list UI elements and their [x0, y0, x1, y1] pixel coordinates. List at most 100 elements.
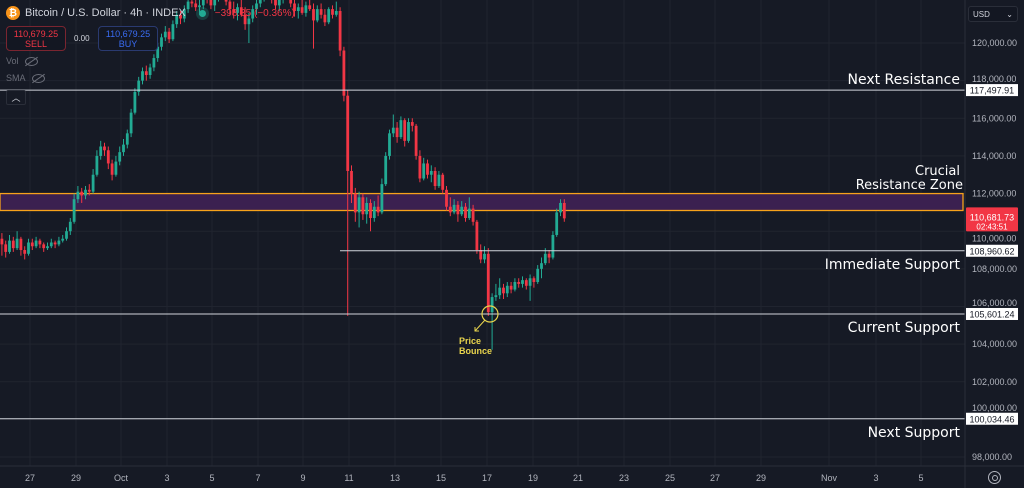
candle-body [122, 144, 125, 153]
candle-body [186, 1, 190, 10]
time-tick-label: 27 [25, 473, 35, 483]
candles [0, 0, 566, 350]
candle-body [346, 95, 350, 171]
sell-button[interactable]: 110,679.25 SELL [6, 26, 66, 51]
candle-body [384, 155, 388, 185]
indicator-vol[interactable]: Vol [6, 56, 38, 66]
candle-body [532, 278, 536, 283]
candle-body [464, 206, 467, 219]
price-tick-label: 118,000.00 [972, 74, 1016, 84]
price-tick-label: 108,000.00 [972, 264, 1017, 274]
candle-body [110, 163, 114, 175]
indicator-label: SMA [6, 73, 26, 83]
time-tick-label: 15 [436, 473, 446, 483]
candle-body [72, 199, 76, 222]
candle-body [418, 155, 422, 179]
candle-body [243, 14, 247, 25]
candle-body [53, 242, 57, 245]
arrow-head-icon [474, 326, 479, 332]
symbol-header[interactable]: ₿ Bitcoin / U.S. Dollar · 4h · INDEX −39… [6, 6, 295, 20]
candle-body [315, 9, 319, 21]
candle-body [38, 240, 42, 245]
candle-body [125, 133, 129, 145]
candle-body [486, 253, 490, 313]
candle-body [422, 163, 426, 179]
candle-body [312, 9, 315, 21]
settings-gear-icon[interactable] [988, 471, 1001, 484]
candle-body [543, 253, 547, 264]
candle-body [452, 204, 456, 213]
time-axis-labels[interactable]: 27 29 Oct 3 5 7 9 11 13 15 17 19 21 23 25 27 29 Nov 3 5 [25, 473, 924, 483]
candle-body [0, 238, 4, 245]
candle-body [426, 163, 429, 175]
candle-body [247, 18, 251, 25]
candle-body [304, 5, 308, 13]
candle-body [509, 285, 513, 290]
candle-body [380, 184, 384, 213]
candle-body [456, 204, 460, 215]
candle-body [448, 206, 452, 213]
price-tick-label: 102,000.00 [972, 377, 1017, 387]
candle-body [547, 253, 551, 258]
time-tick-label: 3 [873, 473, 878, 483]
candle-body [201, 0, 205, 6]
candle-body [372, 206, 376, 219]
grid [0, 0, 965, 466]
candle-body [198, 5, 201, 8]
candle-body [213, 0, 217, 6]
buy-button[interactable]: 110,679.25 BUY [98, 26, 158, 51]
price-tick-label: 104,000.00 [972, 339, 1017, 349]
collapse-legend-button[interactable]: ︿ [6, 90, 26, 105]
level-price-tag [966, 84, 1018, 97]
time-tick-label: 19 [528, 473, 538, 483]
candle-body [350, 170, 353, 194]
candle-body [4, 244, 8, 252]
chevron-up-icon: ︿ [11, 93, 21, 103]
level-price-value: 108,960.62 [969, 246, 1014, 256]
candle-body [498, 287, 502, 296]
trade-buttons: 110,679.25 SELL 0.00 110,679.25 BUY [6, 26, 158, 51]
candle-body [133, 91, 137, 113]
candle-body [483, 253, 486, 260]
candle-body [490, 297, 494, 313]
candle-body [49, 242, 53, 247]
level-price-value: 105,601.24 [969, 309, 1014, 319]
resistance-zone [0, 192, 964, 212]
candle-body [8, 240, 11, 252]
resistance-zone-rect [0, 192, 964, 212]
candle-body [403, 120, 407, 141]
candle-body [467, 208, 471, 219]
symbol-title: Bitcoin / U.S. Dollar · 4h · INDEX [25, 7, 186, 19]
candle-body [80, 191, 84, 196]
price-tick-label: 98,000.00 [972, 452, 1012, 462]
sell-label: SELL [24, 38, 48, 49]
spread: 0.00 [74, 34, 90, 43]
candle-body [410, 122, 414, 126]
candle-body [319, 9, 323, 15]
indicator-sma[interactable]: SMA [6, 73, 45, 83]
candle-body [407, 122, 410, 141]
time-tick-label: 7 [255, 473, 260, 483]
candle-body [327, 9, 331, 23]
candle-body [84, 189, 87, 196]
candle-body [300, 7, 304, 13]
currency-select[interactable]: USD ⌄ [968, 6, 1018, 22]
candle-body [148, 67, 152, 75]
candle-body [61, 238, 65, 241]
time-tick-label: Oct [114, 473, 129, 483]
candle-body [334, 11, 338, 15]
candle-body [42, 244, 46, 249]
currency-value: USD [973, 9, 990, 19]
zone-label: Crucial [915, 164, 960, 179]
eye-off-icon[interactable] [24, 56, 38, 66]
candle-body [395, 127, 399, 138]
time-tick-label: 11 [344, 473, 353, 483]
time-tick-label: Nov [821, 473, 838, 483]
price-axis[interactable] [965, 0, 1024, 488]
level-price-tag [966, 307, 1018, 320]
candle-body [414, 125, 418, 156]
level-label: Immediate Support [825, 257, 961, 273]
eye-off-icon[interactable] [31, 73, 45, 83]
time-tick-label: 29 [756, 473, 766, 483]
